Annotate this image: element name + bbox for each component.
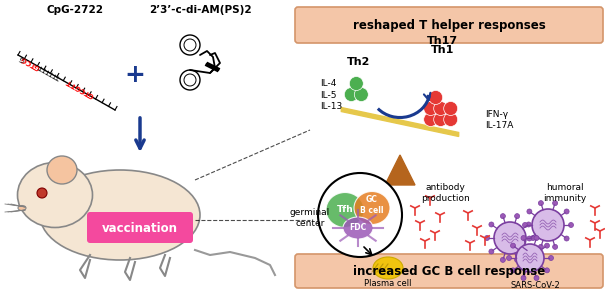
Circle shape: [500, 214, 505, 219]
Circle shape: [344, 88, 358, 101]
Circle shape: [489, 249, 494, 254]
Circle shape: [349, 76, 364, 91]
Circle shape: [443, 101, 458, 115]
Text: Th2: Th2: [347, 57, 370, 67]
Circle shape: [485, 235, 489, 240]
Text: 2’3’-c-di-AM(PS)2: 2’3’-c-di-AM(PS)2: [149, 5, 251, 15]
Polygon shape: [341, 107, 459, 137]
Text: increased GC B cell response: increased GC B cell response: [353, 265, 545, 278]
Circle shape: [526, 249, 531, 254]
Circle shape: [434, 112, 448, 127]
Text: GTCG: GTCG: [19, 54, 41, 70]
Circle shape: [531, 235, 535, 240]
Circle shape: [526, 222, 531, 227]
Circle shape: [552, 201, 558, 206]
Circle shape: [318, 173, 402, 257]
Circle shape: [549, 255, 554, 260]
Ellipse shape: [326, 193, 364, 227]
Circle shape: [538, 201, 543, 206]
FancyBboxPatch shape: [295, 7, 603, 43]
Ellipse shape: [47, 156, 77, 184]
Text: germinal
center: germinal center: [290, 208, 330, 228]
Circle shape: [534, 276, 539, 281]
Circle shape: [511, 243, 515, 248]
Text: +: +: [125, 63, 145, 87]
FancyBboxPatch shape: [87, 212, 193, 243]
Circle shape: [544, 243, 549, 248]
Circle shape: [527, 236, 532, 241]
Circle shape: [564, 209, 569, 214]
Circle shape: [532, 209, 564, 241]
Circle shape: [521, 235, 526, 240]
Circle shape: [489, 222, 494, 227]
Text: TTTTTT: TTTTTT: [38, 63, 62, 81]
Circle shape: [37, 188, 47, 198]
Circle shape: [506, 255, 511, 260]
Circle shape: [538, 244, 543, 249]
Circle shape: [424, 112, 437, 127]
Text: vaccination: vaccination: [102, 222, 178, 235]
Circle shape: [523, 222, 528, 227]
Ellipse shape: [373, 257, 403, 279]
Polygon shape: [385, 155, 415, 185]
Ellipse shape: [18, 163, 93, 227]
Text: Th17: Th17: [427, 36, 458, 46]
Ellipse shape: [354, 191, 390, 224]
Circle shape: [511, 268, 515, 273]
FancyBboxPatch shape: [295, 254, 603, 288]
Circle shape: [521, 276, 526, 281]
Circle shape: [424, 101, 437, 115]
Circle shape: [515, 257, 520, 262]
Circle shape: [569, 222, 574, 227]
Text: CpG-2722: CpG-2722: [47, 5, 103, 15]
Text: antibody
production: antibody production: [420, 183, 469, 203]
Circle shape: [355, 88, 368, 101]
Text: IFN-γ
IL-17A: IFN-γ IL-17A: [485, 110, 514, 130]
Text: SARS-CoV-2: SARS-CoV-2: [510, 281, 560, 289]
Text: G: G: [18, 54, 26, 62]
Text: GTCGTT: GTCGTT: [65, 78, 95, 98]
Text: reshaped T helper responses: reshaped T helper responses: [353, 19, 545, 32]
Circle shape: [443, 112, 458, 127]
Text: Plasma cell: Plasma cell: [364, 278, 412, 288]
Circle shape: [515, 214, 520, 219]
Text: Th1: Th1: [431, 45, 454, 55]
Text: humoral
immunity: humoral immunity: [543, 183, 587, 203]
Circle shape: [516, 244, 544, 272]
Circle shape: [527, 209, 532, 214]
Circle shape: [494, 222, 526, 254]
Ellipse shape: [343, 217, 373, 239]
Circle shape: [544, 268, 549, 273]
Ellipse shape: [18, 206, 26, 211]
Circle shape: [534, 235, 539, 240]
Ellipse shape: [40, 170, 200, 260]
Text: GC
B cell: GC B cell: [360, 195, 384, 215]
Text: Tfh: Tfh: [336, 206, 353, 214]
Circle shape: [429, 91, 443, 104]
Text: FDC: FDC: [349, 224, 367, 232]
Circle shape: [434, 101, 448, 115]
Circle shape: [500, 257, 505, 262]
Circle shape: [552, 244, 558, 249]
Circle shape: [564, 236, 569, 241]
Text: IL-4
IL-5
IL-13: IL-4 IL-5 IL-13: [320, 79, 342, 111]
